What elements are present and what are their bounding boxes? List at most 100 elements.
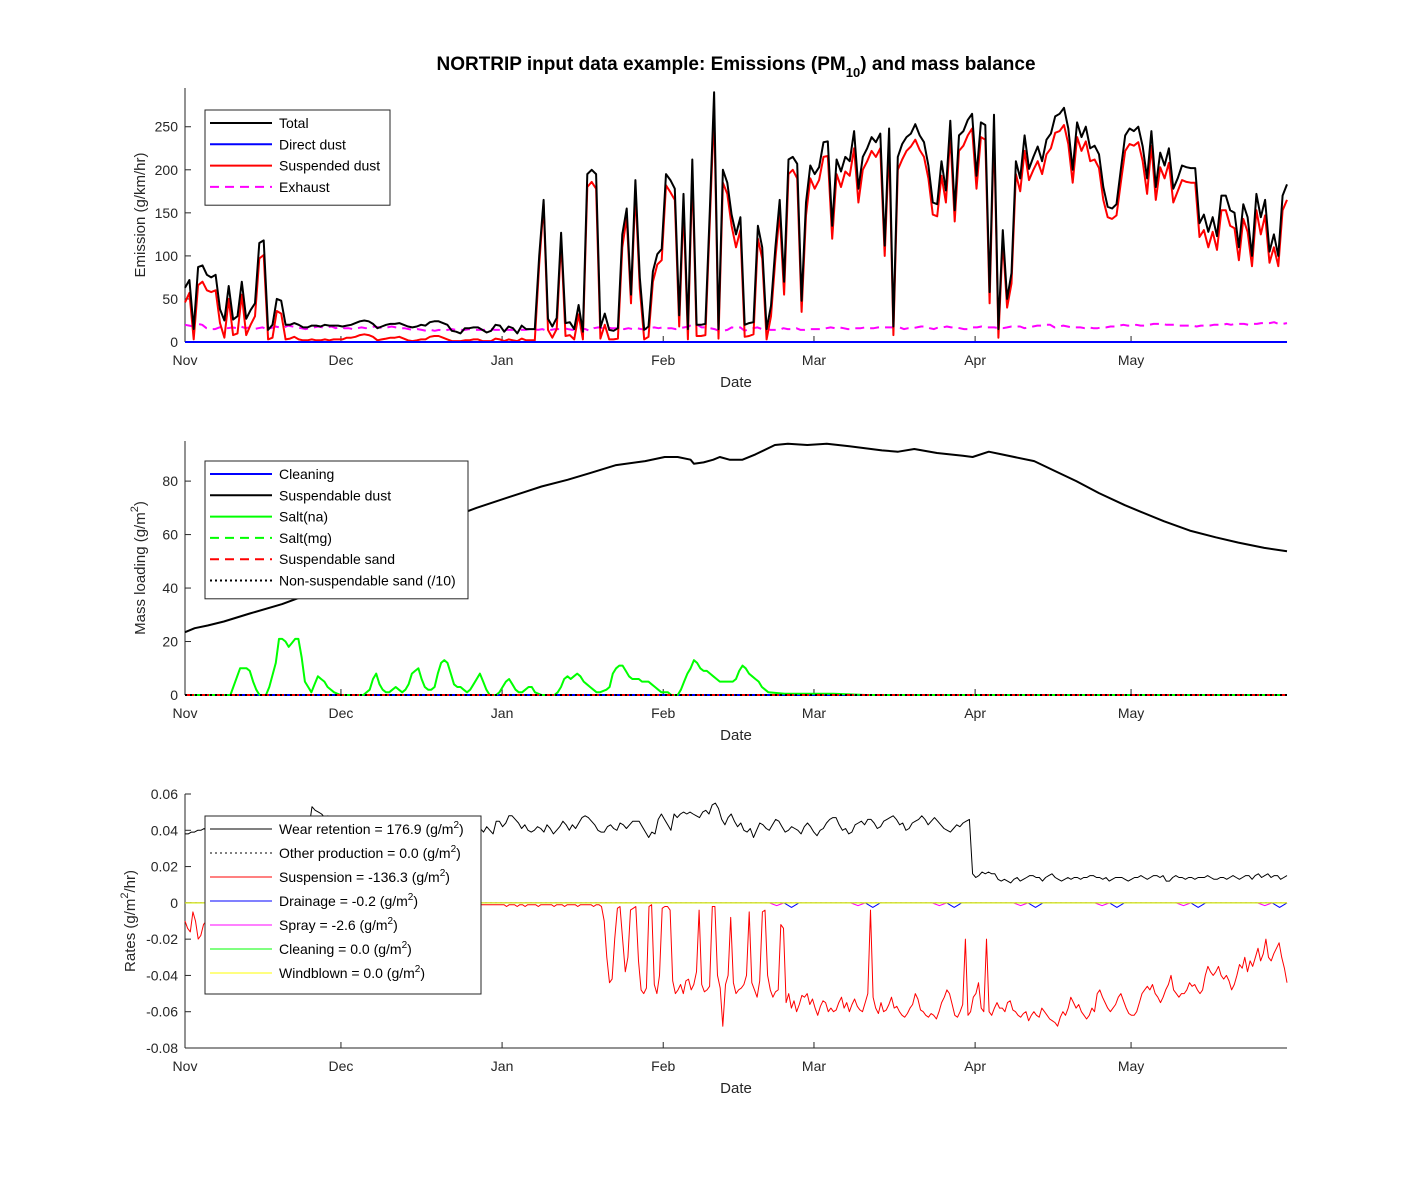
y-tick-label: -0.02: [146, 931, 178, 947]
legend-label-superscript: 2: [408, 892, 414, 903]
y-tick-label: 200: [155, 162, 179, 178]
y-tick-label: -0.04: [146, 967, 178, 983]
x-tick-label: May: [1118, 352, 1144, 368]
x-tick-label: Mar: [802, 705, 826, 721]
x-tick-label: Feb: [651, 1058, 675, 1074]
x-axis-label: Date: [720, 727, 752, 744]
mass-loading-panel: 0 20 40 60 80 Nov Dec Jan Feb Mar Apr May Date Mass l…: [129, 441, 1288, 744]
legend-label: Direct dust: [279, 136, 346, 152]
x-tick-label: Apr: [964, 705, 986, 721]
y-label-superscript: 2: [119, 893, 131, 899]
x-tick-label: Feb: [651, 352, 675, 368]
x-axis-label: Date: [720, 1080, 752, 1097]
y-tick-label: 40: [162, 580, 178, 596]
x-tick-label: Jan: [491, 1058, 514, 1074]
series-line-suspended-dust: [184, 108, 1288, 343]
x-tick-label: Apr: [964, 352, 986, 368]
legend-label-main: Windblown = 0.0 (g/m: [279, 965, 415, 981]
legend-label-main: Cleaning = 0.0 (g/m: [279, 941, 402, 957]
legend-label: Spray = -2.6 (g/m2): [279, 916, 398, 933]
legend-label-superscript: 2: [440, 868, 446, 879]
y-tick-label: 0: [170, 687, 178, 703]
legend-label-main: Suspension = -136.3 (g/m: [279, 869, 440, 885]
legend-label-main: Other production = 0.0 (g/m: [279, 845, 451, 861]
x-tick-label: Nov: [173, 352, 198, 368]
legend-box: [204, 815, 482, 995]
y-axis-label: Emission (g/km/hr): [132, 152, 149, 277]
x-tick-label: Nov: [173, 705, 198, 721]
legend-label-superscript: 2: [451, 844, 457, 855]
legend-label: Cleaning: [279, 466, 334, 482]
x-tick-label: May: [1118, 1058, 1144, 1074]
legend-label-tail: ): [420, 965, 425, 981]
y-tick-label: 50: [162, 291, 178, 307]
y-tick-label: 0.04: [151, 822, 178, 838]
legend-label-superscript: 2: [453, 820, 459, 831]
y-label-tail: /hr): [122, 870, 139, 893]
legend-label: Total: [279, 115, 309, 131]
y-tick-label: 0: [170, 895, 178, 911]
y-axis-label: Mass loading (g/m2): [129, 501, 149, 635]
legend-label-tail: ): [393, 917, 398, 933]
y-tick-label: 0.06: [151, 786, 178, 802]
y-tick-label: 60: [162, 527, 178, 543]
legend-label: Windblown = 0.0 (g/m2): [279, 964, 425, 981]
legend-label: Other production = 0.0 (g/m2): [279, 844, 461, 861]
y-tick-label: 80: [162, 473, 178, 489]
emission-panel: 0 50 100 150 200 250 Nov Dec Jan Feb Mar Apr May Date…: [132, 88, 1288, 391]
title-tail: ) and mass balance: [860, 54, 1035, 75]
legend-label-tail: ): [445, 869, 450, 885]
x-tick-label: Feb: [651, 705, 675, 721]
legend-label-tail: ): [413, 893, 418, 909]
y-tick-label: 100: [155, 248, 179, 264]
y-tick-label: 0.02: [151, 859, 178, 875]
x-axis-label: Date: [720, 374, 752, 391]
series-line-total: [184, 91, 1288, 335]
legend-label-superscript: 2: [402, 940, 408, 951]
legend-label: Wear retention = 176.9 (g/m2): [279, 820, 464, 837]
legend-label: Exhaust: [279, 179, 330, 195]
x-tick-label: Jan: [491, 705, 514, 721]
y-label-superscript: 2: [129, 506, 141, 512]
figure-title: NORTRIP input data example: Emissions (P…: [436, 54, 1035, 80]
x-tick-label: Mar: [802, 1058, 826, 1074]
legend-label: Suspension = -136.3 (g/m2): [279, 868, 450, 885]
x-tick-label: Dec: [328, 1058, 353, 1074]
legend-label-main: Drainage = -0.2 (g/m: [279, 893, 408, 909]
legend-label-main: Spray = -2.6 (g/m: [279, 917, 388, 933]
legend-label-main: Wear retention = 176.9 (g/m: [279, 821, 453, 837]
legend: Total Direct dust Suspended dust Exhaust: [204, 109, 391, 206]
legend: Wear retention = 176.9 (g/m2)Other produ…: [204, 815, 482, 995]
rates-panel: -0.08 -0.06 -0.04 -0.02 0 0.02 0.04 0.06 Nov Dec J…: [119, 786, 1288, 1097]
legend: Cleaning Suspendable dust Salt(na) Salt(mg)…: [204, 460, 469, 600]
legend-label: Drainage = -0.2 (g/m2): [279, 892, 418, 909]
legend-label: Salt(mg): [279, 530, 332, 546]
legend-label-tail: ): [456, 845, 461, 861]
legend-label: Suspended dust: [279, 158, 380, 174]
y-tick-label: -0.06: [146, 1004, 178, 1020]
legend-label-superscript: 2: [415, 964, 421, 975]
legend-label: Cleaning = 0.0 (g/m2): [279, 940, 412, 957]
legend-box: [204, 460, 469, 600]
y-axis-label: Rates (g/m2/hr): [119, 870, 139, 972]
y-tick-label: 20: [162, 634, 178, 650]
y-tick-label: 250: [155, 119, 179, 135]
x-tick-label: Dec: [328, 705, 353, 721]
x-tick-label: Nov: [173, 1058, 198, 1074]
legend-box: [204, 109, 391, 206]
title-subscript: 10: [846, 65, 860, 80]
x-tick-label: Mar: [802, 352, 826, 368]
y-tick-label: -0.08: [146, 1040, 178, 1056]
y-tick-label: 0: [170, 334, 178, 350]
legend-label-superscript: 2: [388, 916, 394, 927]
y-label-tail: ): [132, 501, 149, 506]
x-tick-label: May: [1118, 705, 1144, 721]
legend-label: Salt(na): [279, 509, 328, 525]
legend-label-tail: ): [459, 821, 464, 837]
legend-label: Suspendable sand: [279, 551, 395, 567]
legend-label: Non-suspendable sand (/10): [279, 573, 456, 589]
series-lines: [184, 91, 1288, 343]
y-label-main: Mass loading (g/m: [132, 512, 149, 635]
x-tick-label: Jan: [491, 352, 514, 368]
